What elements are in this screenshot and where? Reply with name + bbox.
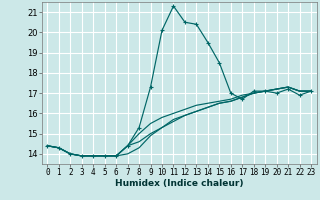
X-axis label: Humidex (Indice chaleur): Humidex (Indice chaleur)	[115, 179, 244, 188]
